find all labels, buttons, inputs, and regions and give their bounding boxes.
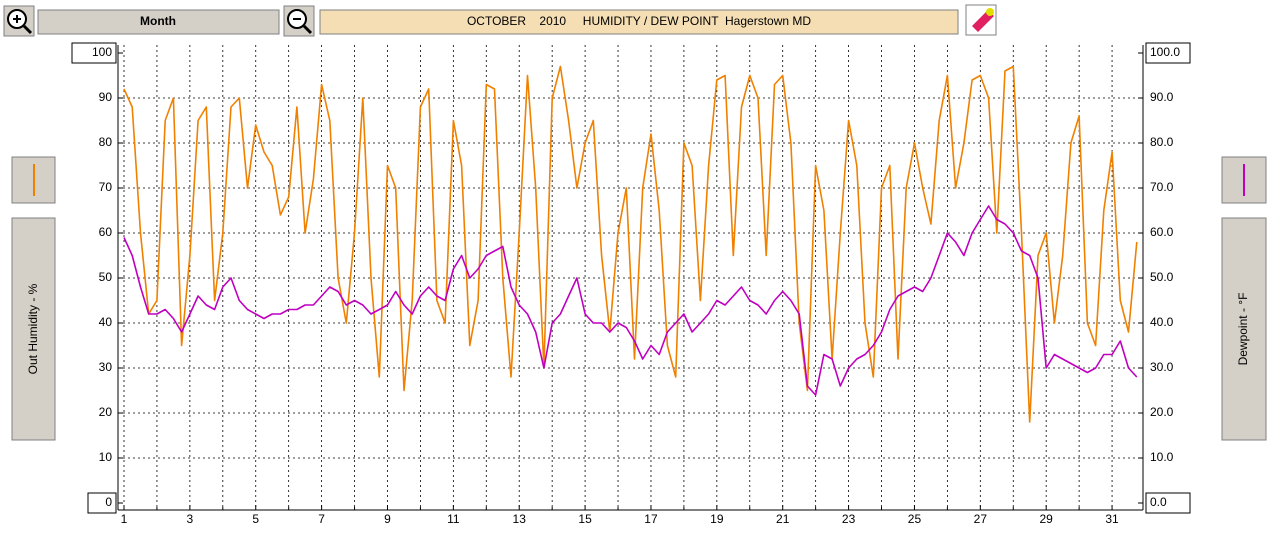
zoom-out-handle[interactable] bbox=[302, 24, 313, 35]
x-tick-label: 29 bbox=[1040, 512, 1054, 526]
zoom-in-handle[interactable] bbox=[22, 24, 33, 35]
y2-tick-label: 10.0 bbox=[1150, 450, 1174, 464]
period-label[interactable]: Month bbox=[140, 14, 176, 28]
y-tick-label: 100 bbox=[92, 45, 112, 59]
y2-tick-label: 80.0 bbox=[1150, 135, 1174, 149]
x-tick-label: 1 bbox=[121, 512, 128, 526]
y2label-button[interactable] bbox=[1221, 217, 1267, 441]
x-tick-label: 3 bbox=[187, 512, 194, 526]
x-tick-label: 5 bbox=[252, 512, 259, 526]
y2-tick-label: 0.0 bbox=[1150, 495, 1167, 509]
chart-title: OCTOBER 2010 HUMIDITY / DEW POINT Hagers… bbox=[467, 14, 811, 28]
x-tick-label: 11 bbox=[447, 512, 460, 526]
y-tick-label: 50 bbox=[99, 270, 113, 284]
y-tick-label: 30 bbox=[99, 360, 113, 374]
series-line bbox=[123, 205, 1138, 396]
x-tick-label: 15 bbox=[578, 512, 592, 526]
y-tick-label: 90 bbox=[99, 90, 113, 104]
y-tick-label: 10 bbox=[99, 450, 113, 464]
x-tick-label: 21 bbox=[776, 512, 790, 526]
y-tick-label: 0 bbox=[105, 495, 112, 509]
zoom-in-button[interactable] bbox=[3, 5, 35, 37]
x-tick-label: 27 bbox=[974, 512, 988, 526]
y-tick-box bbox=[87, 492, 117, 514]
x-tick-label: 23 bbox=[842, 512, 856, 526]
y2-tick-label: 90.0 bbox=[1150, 90, 1174, 104]
y2-tick-box bbox=[1145, 42, 1191, 64]
y2-tick-box bbox=[1145, 492, 1191, 514]
zoom-out-button[interactable] bbox=[283, 5, 315, 37]
x-tick-label: 31 bbox=[1105, 512, 1119, 526]
y2-axis-title: Dewpoint - °F bbox=[1236, 293, 1250, 366]
x-tick-label: 25 bbox=[908, 512, 922, 526]
ylabel-button[interactable] bbox=[11, 217, 56, 441]
y2-tick-label: 30.0 bbox=[1150, 360, 1174, 374]
title-box bbox=[319, 9, 959, 35]
y-tick-label: 60 bbox=[99, 225, 113, 239]
period-button[interactable] bbox=[37, 9, 280, 35]
settings-icon-tip[interactable] bbox=[986, 8, 994, 16]
y2-tick-label: 40.0 bbox=[1150, 315, 1174, 329]
y-tick-label: 40 bbox=[99, 315, 113, 329]
x-tick-label: 13 bbox=[513, 512, 527, 526]
y-axis-title: Out Humidity - % bbox=[26, 283, 40, 374]
x-tick-label: 17 bbox=[644, 512, 658, 526]
y2-tick-label: 70.0 bbox=[1150, 180, 1174, 194]
series-line bbox=[123, 65, 1138, 423]
x-tick-label: 7 bbox=[318, 512, 325, 526]
y-tick-label: 20 bbox=[99, 405, 113, 419]
y-tick-box bbox=[71, 42, 117, 64]
x-tick-label: 9 bbox=[384, 512, 391, 526]
settings-button[interactable] bbox=[965, 4, 997, 36]
y-tick-label: 70 bbox=[99, 180, 113, 194]
y2-tick-label: 20.0 bbox=[1150, 405, 1174, 419]
y-tick-label: 80 bbox=[99, 135, 113, 149]
y2-tick-label: 100.0 bbox=[1150, 45, 1180, 59]
x-tick-label: 19 bbox=[710, 512, 724, 526]
y2-tick-label: 60.0 bbox=[1150, 225, 1174, 239]
y2-tick-label: 50.0 bbox=[1150, 270, 1174, 284]
